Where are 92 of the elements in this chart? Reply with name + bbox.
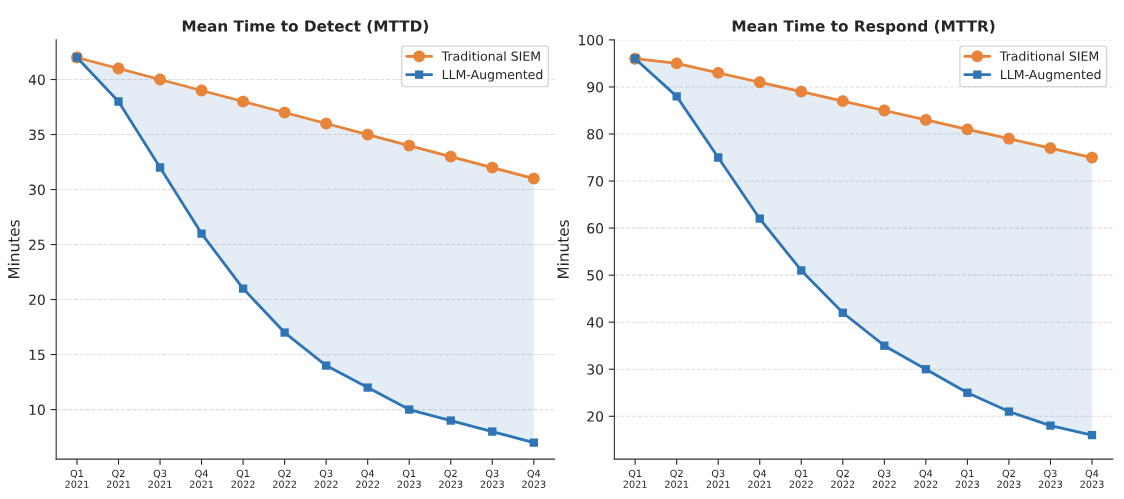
x-tick-label: Q1 2023 xyxy=(955,469,979,488)
point xyxy=(672,92,681,101)
x-tick-label: Q2 2022 xyxy=(831,469,855,488)
x-tick-label: Q1 2021 xyxy=(623,469,647,488)
y-tick-label: 60 xyxy=(587,223,604,234)
x-tick-label: Q2 2023 xyxy=(997,469,1021,488)
y-tick-label: 20 xyxy=(29,294,45,306)
point xyxy=(195,84,208,97)
y-tick-label: 40 xyxy=(28,74,45,85)
point xyxy=(1086,151,1098,164)
x-tick-label: Q4 2023 xyxy=(522,469,546,488)
x-tick-label: Q2 2021 xyxy=(665,469,689,488)
x-tick-label: Q3 2023 xyxy=(480,469,504,488)
y-tick-label: 15 xyxy=(29,349,45,361)
legend-label: Traditional SIEM xyxy=(441,51,540,61)
y-tick-label: 80 xyxy=(587,128,604,140)
point xyxy=(403,139,416,152)
point xyxy=(1044,142,1057,155)
x-tick-label: Q2 2021 xyxy=(106,469,130,488)
x-tick-label: Q4 2023 xyxy=(1080,469,1104,488)
point xyxy=(961,123,974,136)
x-tick-label: Q4 2021 xyxy=(748,469,772,488)
point xyxy=(1046,421,1055,430)
legend-label: Traditional SIEM xyxy=(999,51,1098,61)
x-tick-label: Q4 2021 xyxy=(189,469,214,488)
y-axis-title: Minutes xyxy=(7,220,20,279)
x-tick-label: Q2 2022 xyxy=(272,469,297,488)
point xyxy=(320,117,333,130)
point xyxy=(112,62,125,75)
x-tick-label: Q3 2021 xyxy=(706,469,730,488)
y-tick-label: 30 xyxy=(587,364,604,375)
y-axis-title: Minutes xyxy=(557,220,569,279)
point xyxy=(755,214,764,223)
chart-title: Mean Time to Detect (MTTD) xyxy=(182,19,429,34)
point xyxy=(444,150,457,163)
point xyxy=(921,365,931,374)
x-tick-label: Q4 2022 xyxy=(356,469,380,488)
point xyxy=(114,97,123,106)
y-tick-label: 40 xyxy=(586,317,604,328)
point xyxy=(919,113,932,126)
point xyxy=(838,308,847,317)
point xyxy=(488,427,497,436)
y-tick-label: 100 xyxy=(578,34,604,46)
point xyxy=(238,284,248,293)
x-tick-label: Q1 2023 xyxy=(397,469,421,488)
y-tick-label: 50 xyxy=(587,270,604,281)
legend-label: LLM-Augmented xyxy=(442,69,543,82)
point xyxy=(154,73,166,86)
point xyxy=(363,383,372,392)
point xyxy=(712,66,725,79)
y-tick-label: 25 xyxy=(29,239,45,251)
x-tick-label: Q1 2021 xyxy=(65,469,89,488)
point xyxy=(321,361,331,370)
y-tick-label: 30 xyxy=(29,184,45,196)
point xyxy=(797,266,806,275)
point xyxy=(446,416,455,425)
chart-title: Mean Time to Respond (MTTR) xyxy=(732,19,995,35)
x-tick-label: Q3 2022 xyxy=(872,469,896,488)
x-tick-label: Q3 2023 xyxy=(1038,469,1063,488)
point xyxy=(836,95,849,107)
point xyxy=(155,163,165,172)
point xyxy=(1087,430,1097,440)
legend-label: LLM-Augmented xyxy=(1001,69,1101,82)
x-tick-label: Q1 2022 xyxy=(231,469,255,488)
x-tick-label: Q3 2022 xyxy=(314,469,338,488)
point xyxy=(527,172,540,185)
point xyxy=(795,85,808,98)
x-tick-label: Q1 2022 xyxy=(789,469,813,488)
point xyxy=(1004,407,1014,416)
point xyxy=(1003,132,1015,145)
y-tick-label: 90 xyxy=(587,81,604,93)
point xyxy=(753,76,766,89)
point xyxy=(963,388,972,397)
point xyxy=(714,153,723,162)
x-tick-label: Q2 2023 xyxy=(439,469,463,488)
y-tick-label: 35 xyxy=(29,129,45,141)
point xyxy=(237,95,249,108)
point xyxy=(529,438,538,447)
point xyxy=(197,229,206,238)
point xyxy=(880,341,889,350)
point xyxy=(486,161,499,174)
y-tick-label: 70 xyxy=(587,176,604,187)
point xyxy=(405,405,414,414)
x-tick-label: Q3 2021 xyxy=(148,469,172,488)
point xyxy=(878,104,891,117)
y-tick-label: 10 xyxy=(29,404,45,416)
point xyxy=(280,328,289,337)
point xyxy=(278,106,291,119)
y-tick-label: 20 xyxy=(587,411,604,422)
point xyxy=(361,128,374,141)
point xyxy=(670,57,683,70)
x-tick-label: Q4 2022 xyxy=(914,469,938,488)
